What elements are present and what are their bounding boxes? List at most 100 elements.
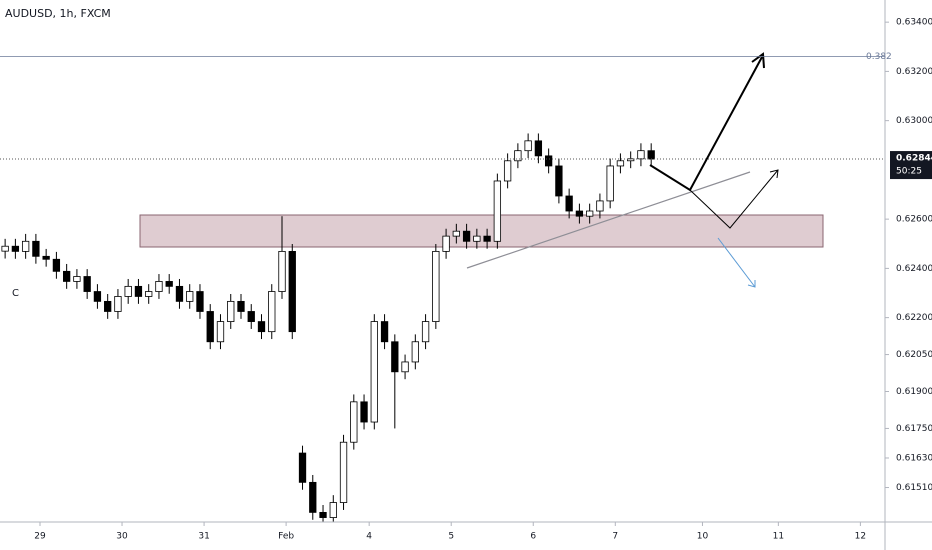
candle-body (309, 481, 317, 513)
y-tick-label: 0.63400 (896, 18, 932, 28)
x-tick-label: 7 (612, 532, 618, 542)
candle-body (555, 165, 563, 197)
trend-line (466, 171, 751, 269)
candle-body (278, 250, 286, 292)
candle-body (339, 441, 348, 503)
candle-body (104, 300, 112, 312)
candle-body (565, 195, 573, 212)
candle-body (606, 165, 614, 202)
candle-body (237, 300, 245, 312)
x-tick-label: 5 (448, 532, 454, 542)
candle-body (432, 250, 440, 322)
candle-body (370, 321, 378, 423)
alt-arrowhead (769, 169, 779, 179)
x-tick-label: 31 (198, 532, 209, 542)
candle-body (483, 235, 491, 242)
candle-body (493, 180, 502, 242)
last-price-box (890, 151, 932, 180)
candle-body (452, 230, 460, 237)
y-tick-label: 0.62400 (896, 264, 932, 274)
y-tick-label: 0.61630 (896, 453, 932, 463)
candle-body (473, 235, 481, 242)
fib-label: 0.382 (866, 52, 892, 62)
candle-body (288, 250, 296, 333)
candle-body (114, 296, 122, 312)
candle-body (63, 270, 71, 282)
candle-body (442, 235, 450, 252)
candle-body (534, 140, 543, 157)
candle-body (329, 502, 337, 518)
x-tick-label: 11 (773, 532, 784, 542)
y-tick-label: 0.63200 (896, 67, 932, 77)
candle-body (21, 240, 30, 252)
candle-body (401, 361, 409, 373)
x-tick-label: 12 (855, 532, 866, 542)
candle-body (411, 341, 419, 363)
candle-body (421, 321, 430, 343)
y-tick-label: 0.62200 (896, 313, 932, 323)
countdown-label: 50:25 (896, 167, 922, 177)
candle-body (32, 240, 40, 257)
candle-body (360, 401, 368, 423)
wave-label: C (12, 288, 19, 299)
chart-title: AUDUSD, 1h, FXCM (5, 7, 111, 20)
y-tick-label: 0.61510 (896, 483, 932, 493)
x-tick-label: 4 (366, 532, 372, 542)
last-price-label: 0.62844 (896, 154, 932, 164)
candle-body (216, 321, 225, 343)
candle-body (524, 140, 532, 152)
candle-body (391, 341, 399, 373)
candle-body (93, 291, 102, 302)
candle-body (73, 276, 81, 282)
y-tick-label: 0.62600 (896, 215, 932, 225)
candle-body (247, 311, 255, 322)
candle-body (83, 276, 91, 292)
candle-body (575, 210, 584, 217)
candle-body (586, 210, 594, 217)
candle-body (462, 230, 471, 242)
candle-body (257, 321, 266, 333)
y-tick-label: 0.63000 (896, 116, 932, 126)
candle-body (637, 150, 645, 160)
candle-body (514, 150, 522, 162)
candle-body (1, 245, 9, 252)
candle-body (319, 511, 327, 518)
candle-body (145, 291, 153, 297)
candle-body (124, 285, 132, 297)
candle-body (206, 311, 214, 343)
bear-arrow (717, 237, 756, 288)
candle-body (544, 155, 553, 167)
candle-body (186, 291, 194, 302)
candle-body (268, 291, 276, 333)
candle-body (155, 281, 163, 292)
candle-body (616, 160, 625, 167)
candle-body (175, 285, 184, 302)
candle-body (350, 401, 358, 443)
bull-arrowhead (751, 52, 765, 69)
candle-body (503, 160, 512, 182)
candle-body (647, 150, 655, 160)
x-tick-label: 10 (697, 532, 709, 542)
x-tick-label: 29 (34, 532, 46, 542)
candle-body (380, 321, 389, 343)
candle-body (196, 291, 204, 312)
x-tick-label: 6 (530, 532, 536, 542)
bear-arrowhead (747, 280, 756, 288)
y-tick-label: 0.61750 (896, 424, 932, 434)
y-tick-label: 0.61900 (896, 387, 932, 397)
x-tick-label: Feb (278, 532, 294, 542)
candle-body (11, 245, 20, 252)
candle-body (165, 281, 173, 287)
candle-body (42, 255, 50, 260)
y-tick-label: 0.62050 (896, 350, 932, 360)
candle-body (134, 285, 143, 297)
alt-arrow (689, 169, 779, 229)
supply-zone (139, 214, 824, 248)
x-tick-label: 30 (116, 532, 128, 542)
candle-body (227, 300, 235, 322)
candle-body (52, 258, 61, 272)
candles (1, 133, 655, 522)
